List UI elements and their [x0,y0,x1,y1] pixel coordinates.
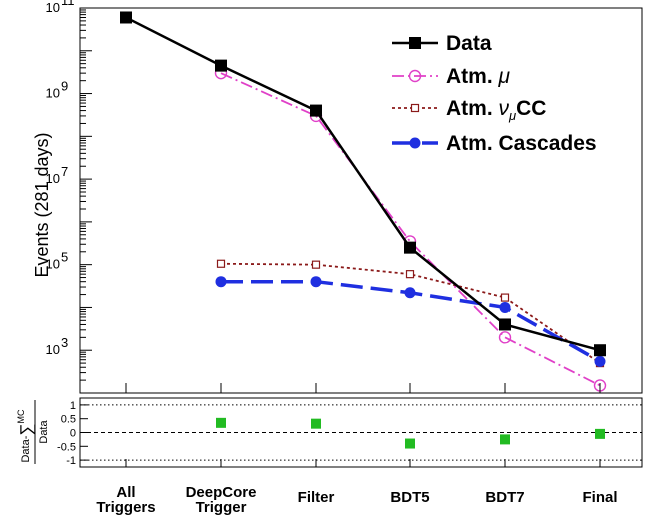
legend-marker [408,69,422,83]
y-tick-exponent: 7 [61,164,68,179]
ratio-y-tick-label: 0 [70,428,76,440]
series-layer [120,11,607,392]
data-point [404,287,416,299]
x-tick-label: Filter [298,489,335,506]
x-tick-label: BDT7 [485,489,524,506]
legend-marker [409,137,421,149]
legend-label: Atm. νμCC [446,97,546,123]
data-point [311,260,321,269]
ratio-y-tick-label: -1 [66,455,76,467]
legend: Data Atm. μ Atm. νμCC Atm. Cascades [392,32,597,155]
y-tick-exponent: 3 [61,335,68,350]
series-line [125,16,601,352]
legend-entry-atm-casc: Atm. Cascades [392,132,597,155]
y-tick-label: 10 [46,171,60,186]
y-axis-label-group: Events (281 days) [32,132,52,277]
ratio-label-numerator: Data-∑MC [16,409,36,463]
legend-entry-data: Data [392,32,492,55]
x-tick-label-line2: Trigger [196,499,247,516]
y-tick-label: 10 [46,0,60,15]
ratio-point [595,428,605,439]
data-point [310,276,322,288]
ratio-y-tick-label: -0.5 [57,441,76,453]
main-plot-frame [79,7,643,394]
y-tick-exponent: 5 [61,250,68,265]
data-point [215,59,227,72]
data-point [500,293,510,302]
y-tick-label: 10 [46,257,60,272]
x-tick-label: Final [582,489,617,506]
legend-label: Atm. Cascades [446,132,597,155]
ratio-label-denominator: Data [38,420,50,444]
legend-label: Data [446,32,492,55]
series-line [220,262,601,364]
data-point [216,259,226,268]
legend-marker [409,37,421,49]
y-tick-label: 10 [46,86,60,101]
x-tick-label: BDT5 [390,489,429,506]
y-axis-label: Events (281 days) [32,132,52,277]
data-point [499,318,511,331]
ratio-y-tick-label: 0.5 [61,414,76,426]
data-point [594,355,606,367]
data-point [594,344,606,357]
ratio-y-tick-label: 1 [70,400,76,412]
ratio-point [311,418,321,429]
data-point [215,276,227,288]
x-tick-label-line2: Triggers [96,499,155,516]
main-plot-border [79,7,643,394]
y-tick-exponent: 11 [61,0,75,8]
data-point [499,301,511,313]
series-atm-mu [214,66,607,392]
ratio-point [405,438,415,449]
data-point [498,331,512,344]
y-tick-exponent: 9 [61,79,68,94]
data-point [120,11,132,24]
legend-entry-atm-numu: Atm. νμCC [392,97,546,123]
x-tick-label: DeepCore [186,484,257,501]
series-data [120,11,606,357]
series-line [220,72,601,387]
data-point [404,241,416,254]
series-atm-casc [215,276,606,367]
legend-entry-atm-mu: Atm. μ [392,65,511,88]
ratio-point [216,417,226,428]
ratio-point [500,434,510,445]
x-tick-label: All [116,484,135,501]
series-atm-numu [216,259,605,368]
data-point [310,104,322,117]
y-tick-label: 10 [46,342,60,357]
data-point [405,270,415,279]
legend-label: Atm. μ [446,65,511,88]
legend-marker [410,103,420,113]
